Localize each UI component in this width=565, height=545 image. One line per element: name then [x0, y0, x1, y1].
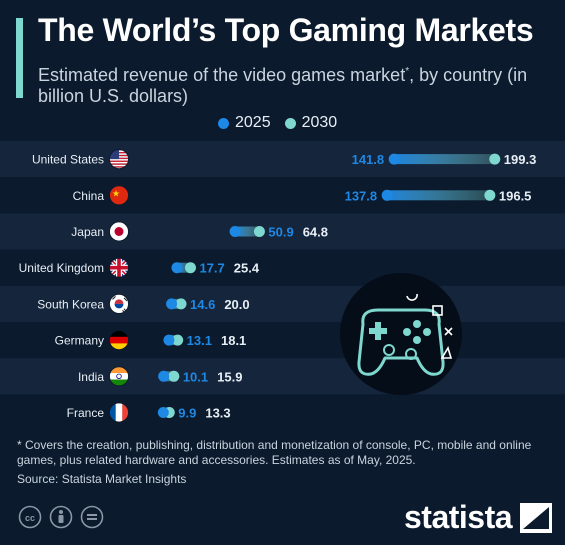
action-button — [413, 336, 421, 344]
footnote: * Covers the creation, publishing, distr… — [17, 438, 532, 467]
germany-flag — [109, 330, 129, 351]
point-2030 — [253, 226, 265, 237]
china-flag: ★ — [109, 185, 129, 206]
circle-symbol-icon — [406, 293, 418, 301]
dumbbell-chart: United States 141.8 199.3 China ★ 137.8 196.5 J… — [0, 141, 565, 423]
subtitle-rest: , by country (in billion U.S. dollars) — [38, 65, 528, 106]
value-label-2025: 9.9 — [178, 406, 196, 421]
value-label-2025: 137.8 — [345, 188, 378, 203]
value-label-2030: 196.5 — [499, 188, 532, 203]
us-flag — [109, 149, 129, 170]
value-label-2025: 13.1 — [187, 333, 212, 348]
license-icons: cc — [18, 505, 104, 529]
gamepad-icon — [357, 308, 445, 376]
action-button — [403, 328, 411, 336]
dpad-horizontal — [369, 328, 387, 334]
range-bar — [235, 226, 260, 237]
country-label: India — [78, 370, 104, 384]
country-label: China — [73, 189, 105, 203]
value-label-2025: 141.8 — [352, 152, 385, 167]
action-button — [423, 328, 431, 336]
uk-flag — [109, 257, 129, 278]
svg-text:★: ★ — [112, 189, 120, 199]
legend-dot-2025 — [218, 117, 229, 129]
range-bar — [176, 262, 191, 273]
statista-logo-icon — [520, 502, 553, 533]
point-2030 — [184, 262, 196, 274]
country-label: United Kingdom — [19, 261, 104, 275]
legend-dot-2030 — [284, 117, 296, 129]
point-2030 — [172, 334, 184, 346]
point-2025 — [166, 298, 178, 310]
point-2025 — [158, 370, 170, 382]
point-2025 — [163, 334, 175, 346]
statista-logo[interactable]: statista — [404, 499, 553, 536]
chart-subtitle: Estimated revenue of the video games mar… — [38, 61, 558, 107]
row-band — [0, 213, 565, 250]
legend-label-2025: 2025 — [235, 114, 271, 131]
country-label: United States — [32, 153, 104, 167]
gamepad-illustration — [340, 273, 462, 395]
country-label: Japan — [71, 225, 104, 239]
point-2025 — [388, 153, 400, 165]
value-label-2030: 25.4 — [234, 261, 260, 276]
point-2030 — [484, 189, 496, 201]
point-2025 — [381, 189, 393, 201]
point-2025 — [229, 226, 241, 237]
logo-text: statista — [404, 499, 513, 535]
attribution-icon[interactable] — [49, 505, 73, 529]
square-symbol-icon — [432, 305, 443, 316]
point-2030 — [175, 298, 187, 310]
row-band — [0, 358, 565, 395]
india-flag — [109, 366, 129, 387]
value-label-2030: 18.1 — [221, 333, 246, 348]
cross-symbol-icon — [444, 327, 453, 336]
subtitle-main: Estimated revenue of the video games mar… — [38, 65, 406, 85]
cc-icon[interactable]: cc — [18, 505, 42, 529]
value-label-2025: 50.9 — [268, 225, 293, 240]
title-accent-bar — [16, 18, 23, 98]
value-label-2025: 14.6 — [190, 297, 215, 312]
action-button — [413, 320, 421, 328]
value-label-2030: 199.3 — [504, 152, 537, 167]
no-derivatives-icon[interactable] — [80, 505, 104, 529]
range-bar — [387, 190, 490, 201]
value-label-2030: 13.3 — [205, 406, 230, 421]
country-label: South Korea — [37, 297, 104, 311]
range-bar — [394, 154, 495, 165]
chart-title: The World’s Top Gaming Markets — [38, 12, 534, 48]
value-label-2030: 64.8 — [303, 225, 328, 240]
point-2030 — [489, 153, 501, 165]
value-label-2025: 17.7 — [199, 261, 224, 276]
chart-legend: 2025 2030 — [218, 113, 337, 133]
triangle-symbol-icon — [440, 346, 453, 359]
right-stick — [405, 348, 417, 360]
legend-item-2025: 2025 — [218, 114, 271, 132]
value-label-2025: 10.1 — [183, 369, 208, 384]
country-label: France — [67, 406, 105, 420]
value-label-2030: 20.0 — [224, 297, 249, 312]
gamepad-circle-background — [340, 273, 462, 395]
point-2025 — [157, 407, 169, 418]
source-line: Source: Statista Market Insights — [17, 472, 187, 486]
japan-flag — [109, 221, 129, 242]
svg-text:cc: cc — [25, 513, 35, 523]
south-korea-flag — [109, 293, 129, 314]
country-label: Germany — [55, 334, 104, 348]
subtitle-footnote-mark: * — [405, 66, 410, 77]
point-2025 — [171, 262, 183, 274]
row-band — [0, 285, 565, 322]
legend-label-2030: 2030 — [301, 114, 338, 131]
value-label-2030: 15.9 — [217, 369, 242, 384]
point-2030 — [168, 370, 180, 382]
left-stick — [383, 344, 395, 356]
france-flag — [109, 402, 129, 423]
legend-item-2030: 2030 — [284, 114, 338, 132]
